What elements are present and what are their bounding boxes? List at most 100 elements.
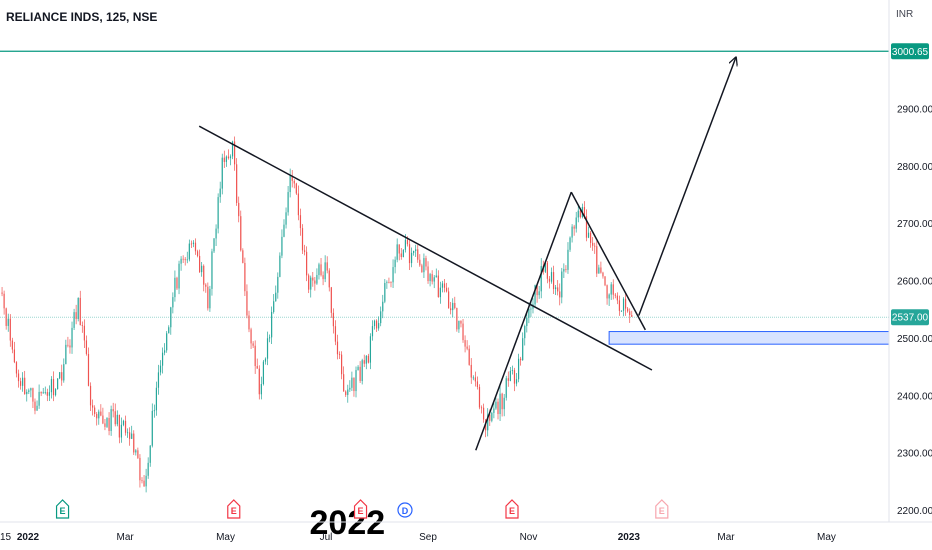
candle <box>410 247 413 268</box>
resistance-price-label: 3000.65 <box>891 43 929 60</box>
candle <box>135 449 137 456</box>
candle <box>268 334 271 343</box>
candle <box>316 268 318 285</box>
earnings-marker[interactable]: E <box>227 499 241 519</box>
candle <box>371 320 374 341</box>
candle <box>417 245 419 263</box>
candle <box>153 404 155 418</box>
candle <box>203 264 205 292</box>
candle <box>188 239 190 262</box>
candle <box>254 340 256 374</box>
candle <box>217 193 219 234</box>
candle <box>511 365 514 375</box>
earnings-marker[interactable]: E <box>505 499 519 519</box>
candle <box>559 283 561 306</box>
candle <box>297 185 299 221</box>
svg-text:2537.00: 2537.00 <box>892 313 929 324</box>
candle <box>7 313 9 332</box>
candle <box>382 294 384 319</box>
candle <box>54 388 57 397</box>
descending-trendline[interactable] <box>198 125 653 371</box>
time-tick-label: Mar <box>717 532 735 543</box>
candle <box>205 283 207 293</box>
candle <box>326 256 328 274</box>
candle <box>75 304 77 325</box>
candle <box>246 284 248 319</box>
candle <box>334 320 337 346</box>
candle <box>349 380 351 392</box>
candle <box>11 337 13 354</box>
candle <box>435 268 437 278</box>
candle <box>338 351 341 360</box>
candle <box>497 398 499 420</box>
candle <box>466 340 468 351</box>
candle <box>15 361 18 378</box>
price-tick-label: 2900.00 <box>897 104 932 115</box>
candle <box>252 341 254 349</box>
candle <box>65 339 67 365</box>
candle <box>555 285 557 295</box>
candle <box>355 366 357 398</box>
candle <box>501 392 503 417</box>
candle <box>378 316 380 331</box>
candle <box>318 262 320 280</box>
pullback-leg[interactable] <box>570 191 647 331</box>
candle <box>540 258 542 299</box>
candle <box>343 366 345 392</box>
rally-leg[interactable] <box>475 191 572 451</box>
candle <box>258 365 260 400</box>
candle <box>199 249 201 273</box>
candle <box>324 255 326 283</box>
candle <box>472 375 474 381</box>
current-price-label: 2537.00 <box>891 309 929 326</box>
candle <box>441 280 444 293</box>
candle <box>538 286 540 299</box>
candle <box>196 249 199 258</box>
candle <box>104 419 106 431</box>
candle <box>367 353 369 364</box>
candle <box>448 287 450 309</box>
time-axis[interactable]: 15 2022 Mar May Jul Sep Nov 2023 Mar May <box>0 532 836 543</box>
price-axis[interactable]: 2200.00 2300.00 2400.00 2500.00 2600.00 2700.… <box>897 104 932 517</box>
candle <box>423 253 425 278</box>
candle <box>585 209 588 242</box>
candle <box>168 325 170 334</box>
projection-arrow[interactable] <box>638 57 736 316</box>
candle <box>81 321 83 333</box>
earnings-marker[interactable]: E <box>655 499 669 519</box>
candle <box>427 261 429 284</box>
candle <box>178 260 180 295</box>
candle <box>256 358 258 369</box>
candle <box>330 286 332 318</box>
candle <box>238 196 240 223</box>
candle <box>612 279 614 300</box>
support-zone[interactable] <box>608 331 890 345</box>
candle <box>631 310 633 318</box>
candle <box>94 405 96 417</box>
candle <box>474 371 476 387</box>
candle <box>299 208 302 236</box>
time-tick-label: 2022 <box>17 532 40 543</box>
time-tick-label: May <box>817 532 836 543</box>
candle <box>394 256 396 274</box>
candle <box>616 292 618 305</box>
candle <box>262 360 265 386</box>
candle <box>131 425 133 440</box>
candle <box>89 382 92 412</box>
svg-text:E: E <box>231 506 237 516</box>
earnings-marker[interactable]: E <box>353 499 368 519</box>
candle <box>464 335 466 353</box>
candle <box>180 256 182 271</box>
candle <box>478 384 481 410</box>
candle <box>279 252 281 278</box>
candle <box>85 335 88 356</box>
candle <box>219 181 221 203</box>
earnings-marker[interactable]: E <box>55 499 70 519</box>
candle <box>46 388 48 402</box>
dividend-marker[interactable]: D <box>397 502 413 518</box>
candle <box>174 270 176 302</box>
candle <box>155 381 157 416</box>
candle <box>347 384 349 403</box>
